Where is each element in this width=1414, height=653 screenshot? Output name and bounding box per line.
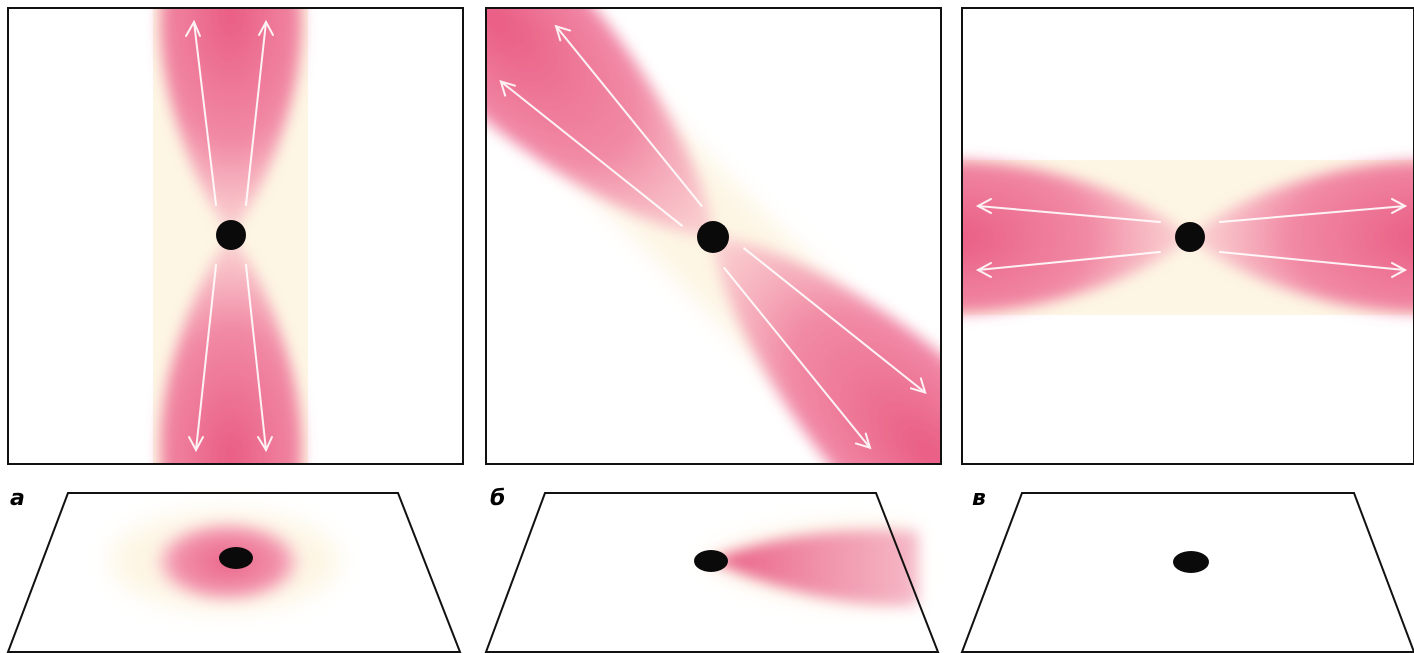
arrows (975, 198, 1408, 278)
ground-plane (960, 492, 1414, 653)
panel-b-top (485, 7, 942, 465)
panel-frame (7, 7, 464, 465)
panel-label-b: б (490, 486, 505, 511)
source-dot (219, 547, 253, 569)
source-dot (697, 221, 729, 253)
lobe-top (160, 8, 302, 235)
panel-label-a: а (10, 486, 25, 511)
arrows (499, 24, 927, 450)
panel-frame (485, 7, 942, 465)
source-dot (1175, 222, 1205, 252)
panel-c-top (961, 7, 1414, 465)
panel-label-c: в (972, 486, 986, 511)
lobe-upper-left (486, 8, 713, 237)
ground-plane (484, 492, 940, 653)
ground-plane (6, 492, 462, 653)
panel-a-ground: а (6, 486, 462, 653)
lobe-lower-right (713, 237, 941, 464)
lobe-right (1190, 160, 1414, 314)
source-dot (1173, 551, 1209, 573)
ground-pattern-cone (712, 529, 918, 606)
source-dot (216, 220, 246, 250)
panel-a-top (7, 7, 464, 465)
panel-frame (961, 7, 1414, 465)
arrows (185, 19, 274, 453)
panel-b-ground: б (484, 486, 940, 653)
panel-c-ground: в (960, 486, 1414, 653)
lobe-bottom (160, 235, 302, 464)
lobe-left (962, 160, 1190, 314)
source-dot (694, 550, 728, 572)
